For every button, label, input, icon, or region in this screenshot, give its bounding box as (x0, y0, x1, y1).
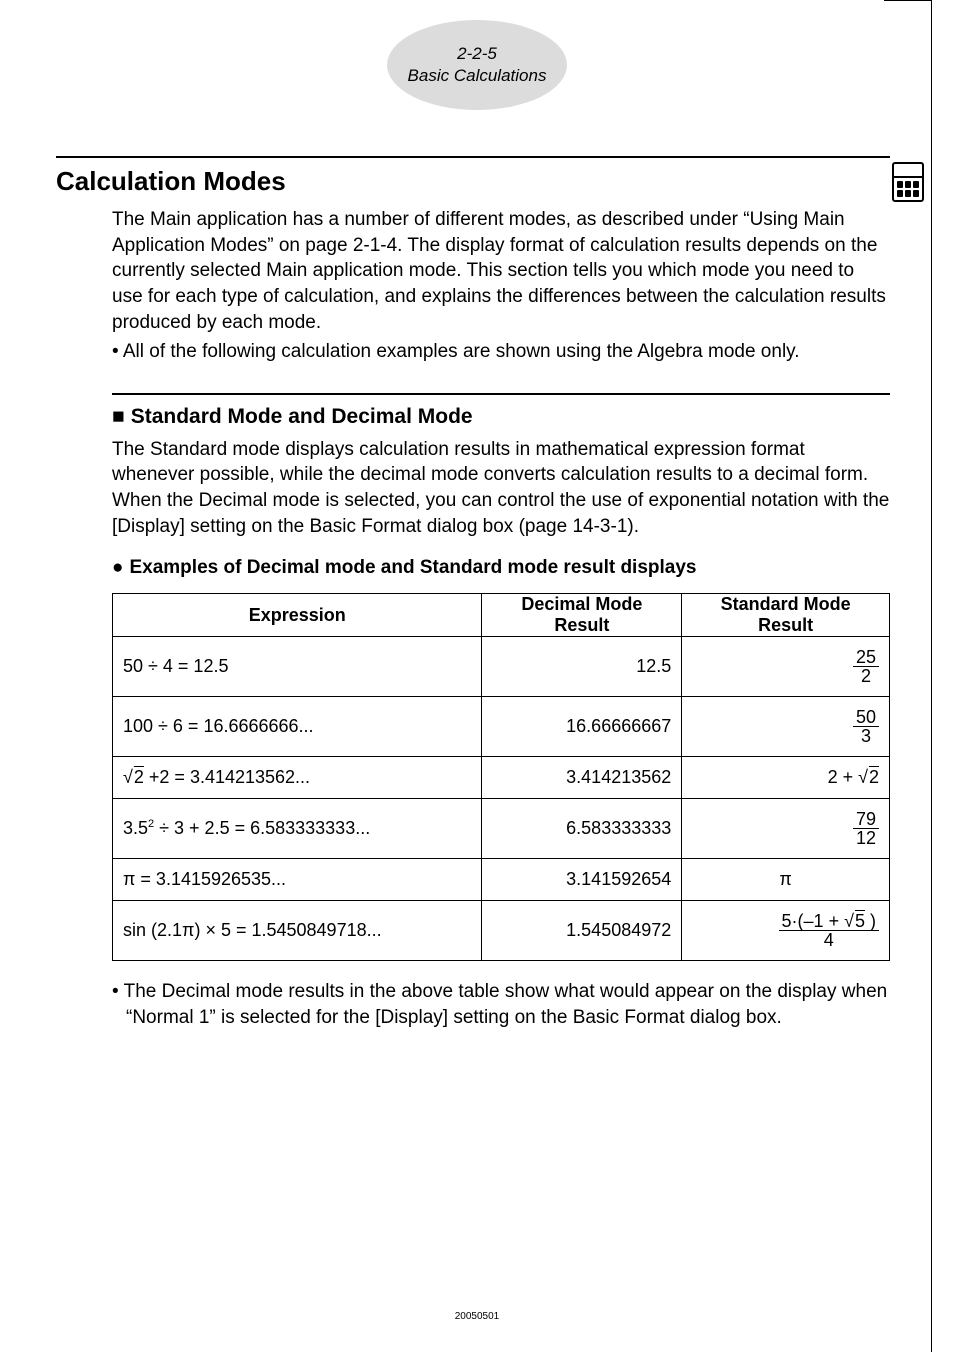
cell-decimal: 1.545084972 (482, 901, 682, 961)
cell-standard: π (682, 859, 890, 901)
table-row: sin (2.1π) × 5 = 1.5450849718...1.545084… (113, 901, 890, 961)
table-row: 3.52 ÷ 3 + 2.5 = 6.583333333...6.5833333… (113, 799, 890, 859)
cell-expression: sin (2.1π) × 5 = 1.5450849718... (113, 901, 482, 961)
cell-standard: 7912 (682, 799, 890, 859)
content-area: Calculation Modes The Main application h… (56, 150, 890, 1031)
table-row: 50 ÷ 4 = 12.512.5252 (113, 637, 890, 697)
col-decimal: Decimal Mode Result (482, 594, 682, 637)
page-border-right (931, 0, 932, 1352)
subsection-heading: ■ Standard Mode and Decimal Mode (112, 405, 890, 429)
cell-expression: 100 ÷ 6 = 16.6666666... (113, 697, 482, 757)
page-header-title: Basic Calculations (408, 65, 547, 87)
table-footnote: • The Decimal mode results in the above … (112, 979, 890, 1030)
rule-top (56, 156, 890, 158)
cell-decimal: 16.66666667 (482, 697, 682, 757)
results-table: Expression Decimal Mode Result Standard … (112, 593, 890, 961)
cell-expression: π = 3.1415926535... (113, 859, 482, 901)
table-row: √2 +2 = 3.414213562...3.4142135622 + √2 (113, 757, 890, 799)
examples-heading: ● Examples of Decimal mode and Standard … (112, 557, 890, 579)
page-header-badge: 2-2-5 Basic Calculations (387, 20, 567, 110)
cell-expression: √2 +2 = 3.414213562... (113, 757, 482, 799)
cell-decimal: 12.5 (482, 637, 682, 697)
cell-expression: 3.52 ÷ 3 + 2.5 = 6.583333333... (113, 799, 482, 859)
table-row: 100 ÷ 6 = 16.6666666...16.66666667503 (113, 697, 890, 757)
page-corner-top (884, 0, 932, 1)
table-body: 50 ÷ 4 = 12.512.5252100 ÷ 6 = 16.6666666… (113, 637, 890, 961)
section-intro-bullet: • All of the following calculation examp… (112, 339, 890, 365)
cell-standard: 252 (682, 637, 890, 697)
cell-decimal: 3.141592654 (482, 859, 682, 901)
subsection-heading-text: Standard Mode and Decimal Mode (131, 405, 473, 429)
page-footer: 20050501 (0, 1311, 954, 1322)
table-row: π = 3.1415926535...3.141592654π (113, 859, 890, 901)
cell-standard: 2 + √2 (682, 757, 890, 799)
calculator-icon (892, 162, 924, 202)
cell-standard: 5·(–1 + √5 )4 (682, 901, 890, 961)
cell-decimal: 6.583333333 (482, 799, 682, 859)
cell-decimal: 3.414213562 (482, 757, 682, 799)
section-heading: Calculation Modes (56, 166, 890, 197)
rule-sub (112, 393, 890, 395)
col-standard: Standard Mode Result (682, 594, 890, 637)
square-bullet-icon: ■ (112, 405, 125, 429)
examples-heading-text: Examples of Decimal mode and Standard mo… (129, 557, 696, 579)
dot-bullet-icon: ● (112, 557, 123, 579)
cell-standard: 503 (682, 697, 890, 757)
cell-expression: 50 ÷ 4 = 12.5 (113, 637, 482, 697)
section-intro: The Main application has a number of dif… (112, 207, 890, 335)
subsection-para: The Standard mode displays calculation r… (112, 437, 890, 540)
page-ref: 2-2-5 (457, 43, 497, 65)
col-expression: Expression (113, 594, 482, 637)
table-header-row: Expression Decimal Mode Result Standard … (113, 594, 890, 637)
